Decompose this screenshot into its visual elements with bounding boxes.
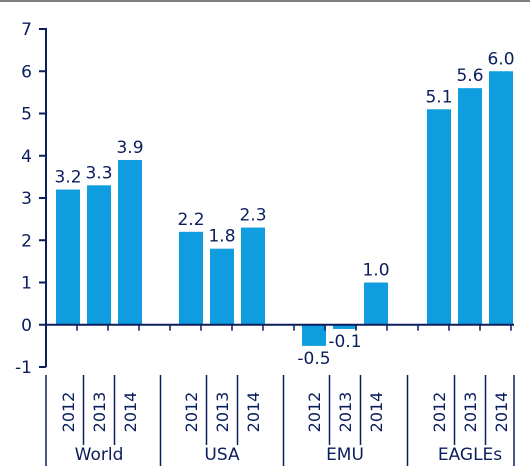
y-tick-label: 5 <box>21 105 32 125</box>
year-label: 2014 <box>244 392 263 433</box>
data-label: 1.0 <box>362 261 389 281</box>
data-label: 3.9 <box>116 138 143 158</box>
bar <box>87 185 111 325</box>
data-label: -0.1 <box>328 332 361 352</box>
bar <box>241 227 265 325</box>
y-tick-label: -1 <box>15 358 32 378</box>
y-tick-label: 7 <box>21 20 32 40</box>
group-label: EAGLEs <box>438 445 502 465</box>
data-label: 2.2 <box>177 210 204 230</box>
data-label: 3.2 <box>54 168 81 188</box>
bar <box>56 189 80 325</box>
bar <box>427 109 451 325</box>
data-label: 2.3 <box>239 206 266 226</box>
year-label: 2012 <box>305 392 324 433</box>
year-label: 2012 <box>182 392 201 433</box>
year-label: 2014 <box>492 392 511 433</box>
year-label: 2013 <box>336 392 355 433</box>
y-tick-label: 6 <box>21 62 32 82</box>
y-tick-label: 0 <box>21 316 32 336</box>
group-label: World <box>75 445 124 465</box>
year-label: 2012 <box>430 392 449 433</box>
bar <box>489 71 513 325</box>
data-label: -0.5 <box>297 349 330 369</box>
year-label: 2013 <box>90 392 109 433</box>
data-label: 3.3 <box>85 163 112 183</box>
group-label: EMU <box>326 445 364 465</box>
year-label: 2013 <box>461 392 480 433</box>
data-label: 5.1 <box>425 87 452 107</box>
bar <box>179 231 203 325</box>
year-label: 2013 <box>213 392 232 433</box>
bar <box>458 88 482 325</box>
data-label: 5.6 <box>456 66 483 86</box>
data-label: 6.0 <box>487 49 514 69</box>
year-label: 2012 <box>59 392 78 433</box>
bar <box>302 324 326 346</box>
bars: 3.2 3.33.9 2.21.82.3 -0.5-0.1 1.0 5.15.66.0 <box>54 49 514 369</box>
data-label: 1.8 <box>208 227 235 247</box>
y-tick-label: 4 <box>21 147 32 167</box>
bar <box>364 282 388 325</box>
y-tick-label: 3 <box>21 189 32 209</box>
year-label: 2014 <box>121 392 140 433</box>
bar <box>333 324 357 329</box>
year-label: 2014 <box>367 392 386 433</box>
group-label: USA <box>204 445 240 465</box>
y-tick-label: 1 <box>21 274 32 294</box>
bar <box>118 159 142 325</box>
bar <box>210 248 234 325</box>
y-tick-label: 2 <box>21 231 32 251</box>
y-axis: -1 0 1 2 3 4 5 6 7 <box>15 20 47 378</box>
